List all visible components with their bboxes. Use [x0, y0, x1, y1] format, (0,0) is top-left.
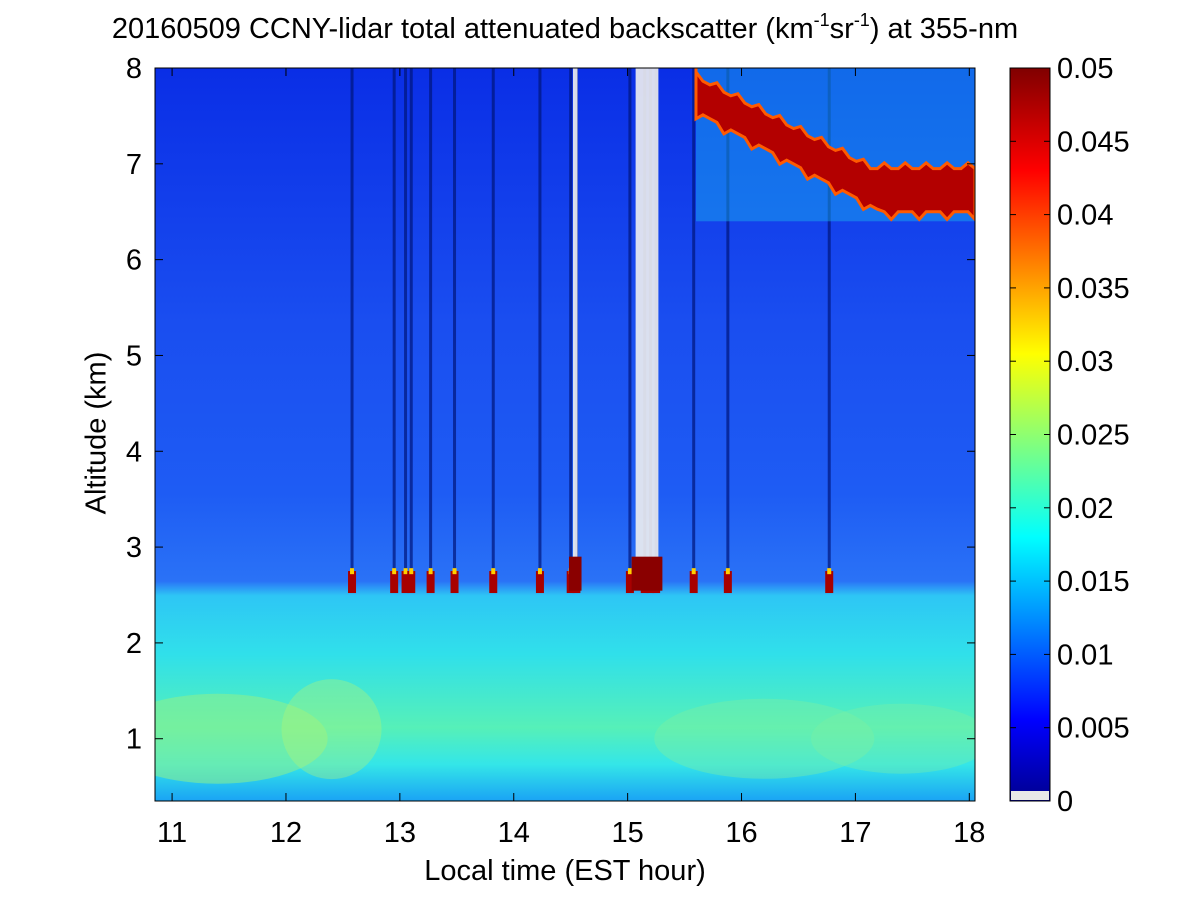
x-tick-label: 18	[953, 817, 985, 849]
colorbar-tick-label: 0.04	[1057, 200, 1113, 232]
colorbar-bottom-band	[1011, 791, 1049, 800]
x-tick-label: 17	[839, 817, 871, 849]
signal-loss-column	[635, 68, 659, 567]
colorbar-tick-label: 0.01	[1057, 639, 1113, 671]
y-tick-label: 8	[126, 53, 142, 85]
x-tick-label: 11	[157, 817, 187, 849]
low-cloud-edge	[409, 568, 414, 575]
low-cloud-patch	[689, 571, 698, 594]
cloud-attenuation-streak	[392, 68, 396, 586]
cirrus-layer	[694, 68, 975, 222]
low-cloud-edge	[392, 568, 397, 575]
cloud-attenuation-streak	[628, 68, 632, 586]
low-cloud-patch	[625, 571, 634, 594]
low-cloud-patch	[348, 571, 357, 594]
low-cloud-patch	[390, 571, 399, 594]
y-tick-label: 2	[126, 628, 142, 660]
cloud-attenuation-streak	[692, 68, 696, 586]
low-cloud-patch	[426, 571, 435, 594]
y-tick-label: 1	[126, 724, 142, 756]
cloud-attenuation-streak	[827, 68, 831, 586]
colorbar-tick-label: 0.015	[1057, 566, 1130, 598]
y-tick-label: 5	[126, 340, 142, 372]
signal-loss-column	[572, 68, 578, 567]
colorbar-tick-label: 0	[1057, 786, 1073, 818]
colorbar-tick-label: 0.005	[1057, 713, 1130, 745]
x-tick-label: 12	[270, 817, 302, 849]
cloud-attenuation-streak	[726, 68, 730, 586]
low-cloud-patch	[825, 571, 834, 594]
low-cloud-edge	[691, 568, 696, 575]
low-cloud-edge	[627, 568, 632, 575]
cloud-attenuation-streak	[404, 68, 408, 586]
thick-cloud-base	[631, 556, 663, 591]
cloud-attenuation-streak	[491, 68, 495, 586]
colorbar-tick-label: 0.045	[1057, 126, 1130, 158]
cloud-attenuation-streak	[409, 68, 413, 586]
low-cloud-edge	[428, 568, 433, 575]
x-tick-label: 16	[725, 817, 757, 849]
near-surface-aerosol	[155, 693, 328, 784]
near-surface-aerosol	[281, 679, 382, 780]
low-cloud-edge	[491, 568, 496, 575]
y-tick-label: 6	[126, 245, 142, 277]
low-cloud-patch	[401, 571, 410, 594]
colorbar-tick-label: 0.02	[1057, 493, 1113, 525]
low-cloud-patch	[535, 571, 544, 594]
low-cloud-patch	[489, 571, 498, 594]
near-surface-aerosol	[654, 698, 875, 779]
colorbar-tick-label: 0.05	[1057, 53, 1113, 85]
low-cloud-patch	[407, 571, 416, 594]
chart-title: 20160509 CCNY-lidar total attenuated bac…	[111, 10, 1019, 45]
colorbar-tick-label: 0.03	[1057, 346, 1113, 378]
low-cloud-edge	[403, 568, 408, 575]
y-tick-label: 3	[126, 532, 142, 564]
x-axis-label: Local time (EST hour)	[424, 855, 706, 887]
x-tick-label: 13	[384, 817, 416, 849]
low-cloud-edge	[452, 568, 457, 575]
plot-frame	[154, 67, 976, 802]
near-surface-aerosol	[810, 703, 975, 774]
colorbar-tick-label: 0.035	[1057, 273, 1130, 305]
colorbar-tick-label: 0.025	[1057, 420, 1130, 452]
low-cloud-edge	[827, 568, 832, 575]
cloud-attenuation-streak	[350, 68, 354, 586]
x-tick-label: 15	[612, 817, 644, 849]
cloud-attenuation-streak	[569, 68, 573, 586]
low-cloud-edge	[725, 568, 730, 575]
x-tick-label: 14	[498, 817, 530, 849]
cloud-attenuation-streak	[538, 68, 542, 586]
low-cloud-patch	[723, 571, 732, 594]
thick-cloud-base	[568, 556, 582, 591]
low-cloud-patch	[450, 571, 459, 594]
cloud-attenuation-streak	[453, 68, 457, 586]
cloud-attenuation-streak	[429, 68, 433, 586]
low-cloud-edge	[350, 568, 355, 575]
y-tick-label: 4	[126, 436, 142, 468]
y-tick-label: 7	[126, 149, 142, 181]
low-cloud-edge	[537, 568, 542, 575]
